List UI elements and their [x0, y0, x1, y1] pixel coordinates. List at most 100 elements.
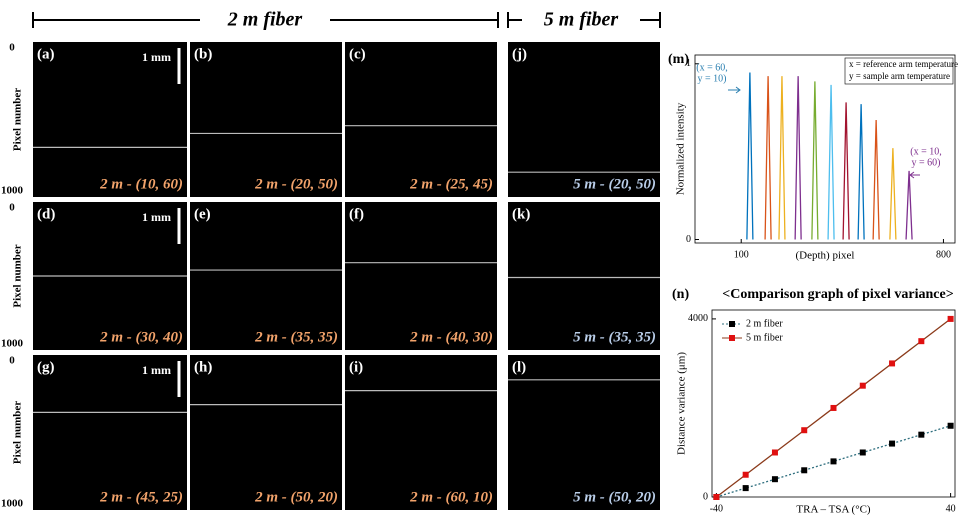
panel-caption: 5 m - (35, 35): [573, 329, 656, 345]
peak: [747, 73, 753, 240]
marker: [918, 338, 924, 344]
marker: [889, 360, 895, 366]
y-tick-label: 1000: [1, 338, 24, 350]
panel-label: (m): [668, 52, 689, 67]
scale-bar-label: 1 mm: [142, 363, 171, 377]
x-tick-label: 800: [936, 249, 951, 260]
arrow: [910, 172, 920, 178]
x-axis-label: TRA – TSA (°C): [796, 504, 871, 516]
peak: [858, 104, 864, 239]
y-tick-label: 1000: [1, 185, 24, 197]
panel-label: (n): [672, 287, 689, 302]
panel-label: (j): [512, 46, 527, 62]
marker: [772, 476, 778, 482]
peak: [828, 85, 834, 240]
panel-label: (i): [349, 359, 363, 375]
panel-label: (a): [37, 46, 55, 62]
panel-caption: 2 m - (20, 50): [254, 176, 338, 192]
legend-text: y = sample arm temperature: [849, 71, 950, 81]
annotation: (x = 10,: [910, 146, 941, 157]
marker: [772, 449, 778, 455]
peak: [779, 76, 785, 239]
marker: [743, 485, 749, 491]
axis-label: Pixel number: [12, 244, 24, 307]
marker: [948, 423, 954, 429]
marker: [889, 441, 895, 447]
image-panel: [345, 42, 497, 197]
axis-label: Pixel number: [12, 88, 24, 151]
x-tick-label: 100: [734, 249, 749, 260]
marker: [801, 427, 807, 433]
peak: [873, 120, 879, 239]
annotation: y = 10): [698, 73, 727, 84]
peak: [765, 76, 771, 239]
legend-text: x = reference arm temperature: [849, 59, 958, 69]
y-tick-label: 0: [686, 234, 691, 245]
peak: [843, 102, 849, 239]
peak: [906, 171, 912, 240]
marker: [860, 449, 866, 455]
x-tick-label: 40: [946, 503, 956, 514]
peak: [890, 148, 896, 239]
legend-text: 2 m fiber: [746, 318, 783, 329]
panel-label: (h): [194, 359, 212, 375]
panel-label: (d): [37, 206, 55, 222]
y-tick-label: 4000: [688, 313, 708, 324]
x-axis-label: (Depth) pixel: [796, 250, 855, 262]
image-panel: [190, 355, 342, 510]
y-tick-label: 0: [703, 491, 708, 502]
chart-title: <Comparison graph of pixel variance>: [722, 287, 953, 302]
arrow: [728, 87, 740, 93]
legend-marker: [729, 321, 735, 327]
image-panel: [508, 202, 660, 350]
annotation: y = 60): [912, 157, 941, 168]
scale-bar-label: 1 mm: [142, 210, 171, 224]
marker: [713, 494, 719, 500]
panel-caption: 5 m - (50, 20): [573, 489, 656, 505]
header-right: 5 m fiber: [544, 9, 619, 31]
image-panel: [33, 42, 187, 197]
y-tick-label: 0: [9, 355, 15, 367]
panel-caption: 2 m - (35, 35): [254, 329, 338, 345]
annotation: (x = 60,: [696, 62, 727, 73]
image-panel: [190, 202, 342, 350]
panel-caption: 2 m - (50, 20): [254, 489, 338, 505]
y-axis-label: Distance variance (μm): [676, 352, 688, 455]
panel-label: (k): [512, 206, 530, 222]
legend-marker: [729, 335, 735, 341]
y-axis-label: Normalized intensity: [675, 102, 687, 195]
panel-label: (c): [349, 46, 366, 62]
x-tick-label: -40: [710, 503, 723, 514]
marker: [831, 405, 837, 411]
y-tick-label: 1000: [1, 498, 24, 510]
panel-label: (b): [194, 46, 212, 62]
marker: [743, 472, 749, 478]
peak: [812, 81, 818, 239]
panel-caption: 2 m - (60, 10): [409, 489, 493, 505]
axis-label: Pixel number: [12, 401, 24, 464]
panel-caption: 2 m - (10, 60): [99, 176, 183, 192]
image-panel: [508, 355, 660, 510]
y-tick-label: 0: [9, 42, 15, 54]
scale-bar-label: 1 mm: [142, 50, 171, 64]
header-left: 2 m fiber: [227, 9, 303, 31]
figure: 2 m fiber 5 m fiber 01000Pixel number010…: [0, 0, 964, 519]
marker: [860, 383, 866, 389]
image-panel: [345, 355, 497, 510]
panel-label: (e): [194, 206, 211, 222]
legend-text: 5 m fiber: [746, 332, 783, 343]
panel-caption: 2 m - (30, 40): [99, 329, 183, 345]
panel-caption: 2 m - (25, 45): [409, 176, 493, 192]
panel-label: (f): [349, 206, 364, 222]
image-panel: [190, 42, 342, 197]
marker: [948, 316, 954, 322]
panel-label: (l): [512, 359, 526, 375]
image-panel: [508, 42, 660, 197]
marker: [918, 432, 924, 438]
image-panel: [33, 355, 187, 510]
marker: [801, 467, 807, 473]
panel-caption: 2 m - (40, 30): [409, 329, 493, 345]
image-panel: [345, 202, 497, 350]
peak: [795, 76, 801, 239]
marker: [831, 458, 837, 464]
